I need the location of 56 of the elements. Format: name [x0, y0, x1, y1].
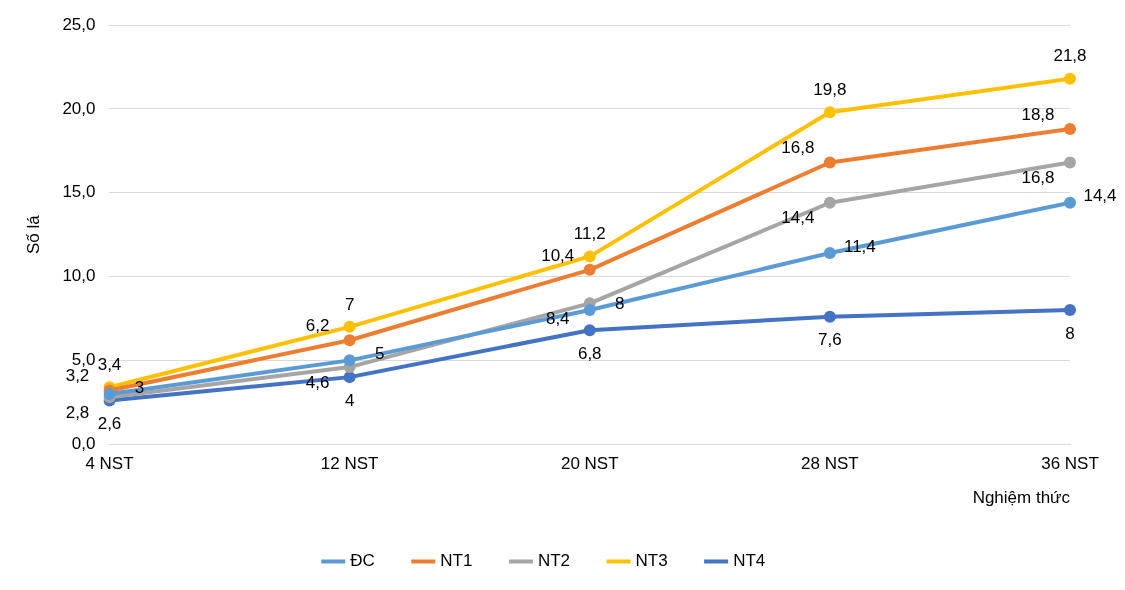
data-label: 6,2	[305, 315, 330, 335]
data-label: 2,8	[65, 402, 90, 422]
point	[1064, 72, 1076, 85]
legend-label: NT4	[733, 551, 766, 571]
data-label: 8	[615, 293, 625, 313]
point	[823, 106, 836, 119]
point	[823, 156, 836, 169]
y-tick-label: 20,0	[62, 98, 96, 118]
data-label: 3	[134, 377, 145, 397]
y-tick-label: 25,0	[62, 14, 96, 34]
point	[583, 324, 596, 337]
x-tick-label: 28 NST	[801, 454, 859, 474]
point	[1064, 304, 1076, 317]
data-label: 11,2	[573, 224, 606, 244]
x-axis-title: Nghiệm thức	[972, 488, 1071, 508]
data-label: 2,6	[97, 414, 122, 434]
point	[343, 320, 356, 333]
point	[343, 354, 356, 367]
data-label: 11,4	[843, 236, 876, 256]
point	[823, 310, 836, 323]
legend-label: NT1	[440, 551, 473, 571]
x-tick-label: 4 NST	[85, 454, 134, 474]
data-label: 19,8	[813, 79, 847, 99]
data-label: 10,4	[541, 245, 575, 265]
data-label: 16,8	[1021, 168, 1055, 188]
point	[583, 304, 596, 317]
data-label: 8	[1065, 323, 1075, 343]
point	[823, 196, 836, 209]
point	[1064, 196, 1076, 209]
data-label: 14,4	[1083, 186, 1117, 206]
point	[1064, 122, 1076, 135]
x-tick-label: 12 NST	[320, 454, 379, 474]
data-label: 18,8	[1021, 104, 1055, 124]
legend-label: NT3	[635, 551, 668, 571]
point	[1064, 156, 1076, 169]
y-tick-label: 0,0	[71, 433, 96, 453]
y-tick-label: 10,0	[62, 266, 96, 286]
data-label: 5	[374, 344, 385, 364]
data-label: 3,4	[97, 354, 122, 374]
legend-label: NT2	[537, 551, 571, 571]
data-label: 4	[344, 390, 355, 410]
data-label: 16,8	[781, 138, 815, 158]
legend-label: ĐC	[350, 551, 375, 571]
y-axis-title: Số lá	[23, 214, 43, 254]
data-label: 14,4	[781, 208, 815, 228]
point	[583, 263, 596, 276]
point	[583, 250, 596, 263]
data-label: 7	[344, 294, 355, 314]
point	[343, 334, 356, 347]
data-label: 7,6	[818, 330, 842, 350]
x-tick-label: 20 NST	[560, 454, 619, 474]
x-tick-label: 36 NST	[1041, 454, 1099, 474]
point	[823, 247, 836, 260]
data-label: 21,8	[1053, 46, 1087, 66]
y-tick-label: 15,0	[62, 182, 96, 202]
data-label: 6,8	[577, 343, 602, 363]
